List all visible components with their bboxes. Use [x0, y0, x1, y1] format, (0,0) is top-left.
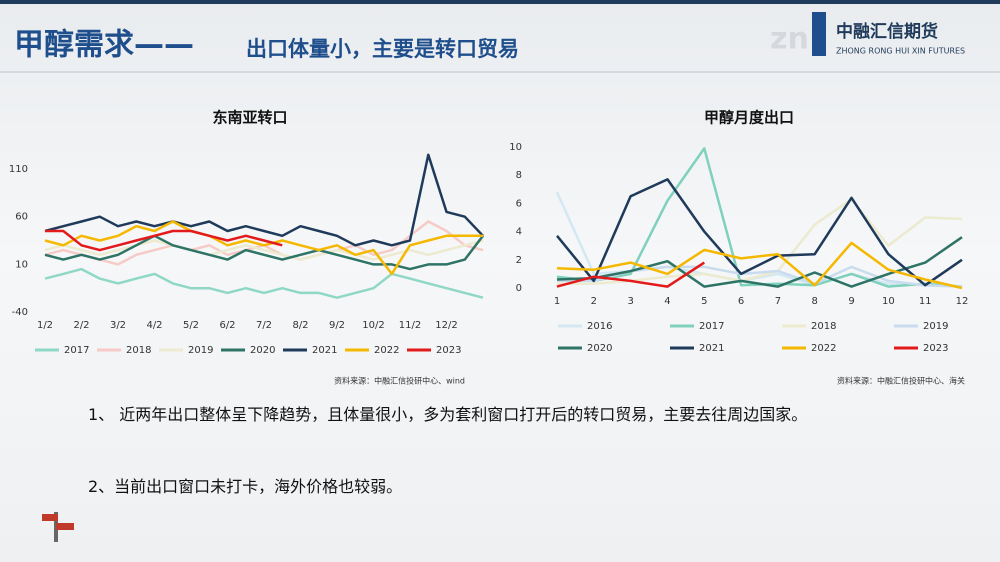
x-tick-label: 11/2: [399, 320, 421, 331]
x-tick-label: 5: [701, 296, 707, 307]
x-tick-label: 9/2: [329, 320, 345, 331]
title-sub: 出口体量小，主要是转口贸易: [246, 37, 519, 61]
logo-mark: [812, 12, 826, 56]
legend-label: 2023: [923, 343, 948, 354]
legend-label: 2018: [126, 345, 151, 356]
y-tick-label: 2: [516, 255, 522, 266]
legend-label: 2022: [374, 345, 399, 356]
series-line: [44, 267, 484, 299]
legend-label: 2021: [312, 345, 337, 356]
x-tick-label: 4/2: [146, 320, 162, 331]
chart-title: 东南亚转口: [212, 109, 287, 127]
x-tick-label: 3/2: [110, 320, 126, 331]
y-tick-label: 6: [516, 198, 522, 209]
series-line: [556, 241, 963, 290]
x-tick-label: 5/2: [183, 320, 199, 331]
series-line: [44, 220, 483, 276]
legend-label: 2016: [587, 321, 612, 332]
legend-label: 2023: [436, 345, 461, 356]
source: 资料来源：中融汇信投研中心、海关: [837, 376, 965, 386]
y-tick-label: 60: [15, 212, 28, 223]
x-tick-label: 8: [812, 296, 818, 307]
y-tick-label: -40: [12, 307, 28, 318]
top-bar: [0, 0, 1000, 4]
legend-label: 2017: [699, 321, 724, 332]
x-tick-label: 1: [554, 296, 560, 307]
series-line: [44, 239, 484, 261]
legend-label: 2020: [250, 345, 275, 356]
x-tick-label: 9: [848, 296, 854, 307]
source: 资料来源：中融汇信投研中心、wind: [334, 376, 465, 386]
logo-cn: 中融汇信期货: [836, 21, 938, 42]
y-tick-label: 8: [516, 170, 522, 181]
legend-label: 2022: [811, 343, 836, 354]
legend-label: 2018: [811, 321, 836, 332]
note: 1、 近两年出口整体呈下降趋势，且体量很小，多为套利窗口打开后的转口贸易，主要去…: [88, 405, 808, 424]
x-tick-label: 3: [627, 296, 633, 307]
series-line: [44, 153, 484, 247]
title-main: 甲醇需求——: [14, 28, 194, 63]
x-tick-label: 11: [919, 296, 932, 307]
logo-glyph: zn: [770, 22, 809, 57]
chart-title: 甲醇月度出口: [704, 109, 794, 127]
x-tick-label: 10/2: [362, 320, 384, 331]
legend-label: 2019: [923, 321, 948, 332]
y-tick-label: 10: [15, 259, 28, 270]
legend-label: 2019: [188, 345, 213, 356]
y-tick-label: 4: [516, 227, 522, 238]
legend-label: 2020: [587, 343, 612, 354]
note: 2、当前出口窗口未打卡，海外价格也较弱。: [88, 477, 403, 496]
x-tick-label: 10: [882, 296, 895, 307]
sign-icon: [56, 523, 74, 530]
x-tick-label: 6/2: [219, 320, 235, 331]
series-line: [45, 229, 283, 252]
x-tick-label: 7/2: [256, 320, 272, 331]
series-line: [44, 234, 484, 271]
x-tick-label: 8/2: [292, 320, 308, 331]
x-tick-label: 1/2: [37, 320, 53, 331]
y-tick-label: 10: [509, 142, 522, 153]
series-line: [556, 261, 705, 288]
y-tick-label: 110: [9, 164, 28, 175]
x-tick-label: 6: [738, 296, 744, 307]
x-tick-label: 7: [775, 296, 781, 307]
x-tick-label: 2: [591, 296, 597, 307]
legend-label: 2021: [699, 343, 724, 354]
series-line: [556, 178, 963, 287]
x-tick-label: 2/2: [73, 320, 89, 331]
x-tick-label: 12/2: [435, 320, 457, 331]
y-tick-label: 0: [516, 283, 522, 294]
sign-icon: [42, 514, 58, 521]
x-tick-label: 4: [664, 296, 670, 307]
logo-en: ZHONG RONG HUI XIN FUTURES: [836, 47, 965, 56]
x-tick-label: 12: [956, 296, 969, 307]
legend-label: 2017: [64, 345, 89, 356]
